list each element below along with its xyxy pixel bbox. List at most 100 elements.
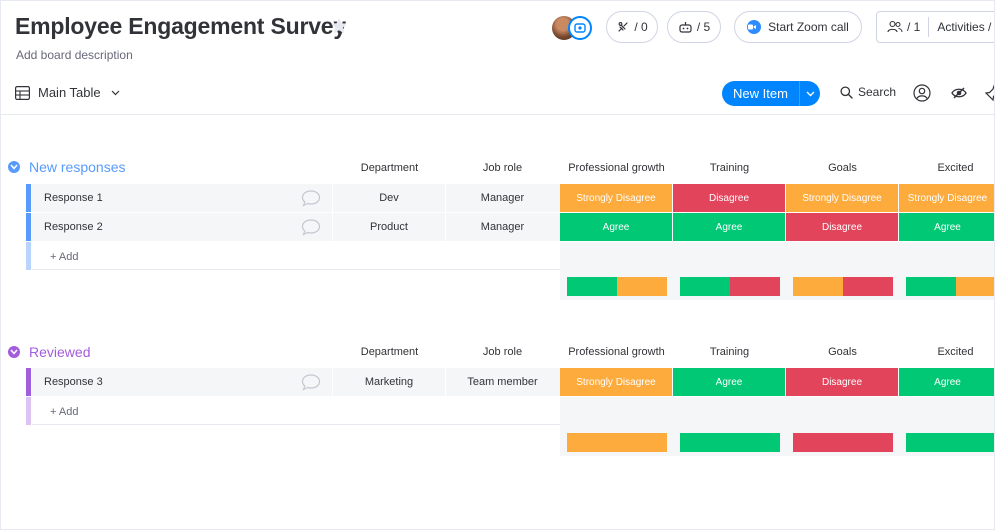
item-name[interactable]: Response 3 bbox=[44, 376, 103, 388]
column-header-professional-growth[interactable]: Professional growth bbox=[568, 162, 665, 174]
main-table-view-selector[interactable]: Main Table bbox=[15, 85, 128, 100]
comment-bubble-icon[interactable] bbox=[301, 218, 321, 236]
group-color-strip bbox=[26, 368, 31, 396]
department-cell[interactable]: Marketing bbox=[364, 376, 414, 388]
cell-divider bbox=[332, 368, 333, 396]
summary-segment-agree bbox=[906, 433, 994, 452]
guest-avatar[interactable] bbox=[568, 16, 592, 40]
search-label: Search bbox=[858, 85, 897, 99]
summary-bar-goals[interactable] bbox=[793, 277, 893, 296]
chevron-down-icon[interactable] bbox=[111, 90, 120, 96]
summary-segment-strongly-disagree bbox=[617, 277, 667, 296]
summary-bar-goals[interactable] bbox=[793, 433, 893, 452]
status-cell-goals[interactable]: Disagree bbox=[786, 213, 898, 241]
person-filter-icon[interactable] bbox=[913, 84, 931, 102]
zoom-icon bbox=[747, 20, 762, 34]
column-header-department[interactable]: Department bbox=[360, 346, 419, 358]
add-item-row[interactable] bbox=[32, 242, 560, 270]
robot-icon bbox=[679, 22, 692, 33]
column-header-training[interactable]: Training bbox=[709, 346, 750, 358]
board-description[interactable]: Add board description bbox=[16, 48, 133, 62]
pill-separator bbox=[928, 17, 930, 37]
table-row[interactable] bbox=[32, 213, 560, 241]
group-color-strip bbox=[26, 184, 31, 212]
summary-segment-agree bbox=[680, 277, 730, 296]
status-cell-professional-growth[interactable]: Strongly Disagree bbox=[560, 184, 672, 212]
summary-segment-agree bbox=[906, 277, 957, 296]
status-cell-training[interactable]: Disagree bbox=[673, 184, 785, 212]
split-divider bbox=[799, 81, 800, 106]
table-row[interactable] bbox=[32, 184, 560, 212]
department-cell[interactable]: Product bbox=[370, 221, 408, 233]
board-title[interactable]: Employee Engagement Survey bbox=[15, 13, 346, 39]
summary-segment-disagree bbox=[843, 277, 893, 296]
summary-bar-training[interactable] bbox=[680, 433, 780, 452]
job-role-cell[interactable]: Manager bbox=[480, 221, 525, 233]
pin-icon[interactable] bbox=[984, 84, 995, 102]
start-zoom-call-button[interactable]: Start Zoom call bbox=[734, 11, 862, 43]
activities-label[interactable]: Activities / 0 bbox=[937, 20, 995, 34]
status-cell-training[interactable]: Agree bbox=[673, 213, 785, 241]
group-color-strip bbox=[26, 242, 31, 270]
toolbar-divider bbox=[1, 114, 994, 115]
cell-divider bbox=[445, 213, 446, 241]
favorite-star-icon[interactable] bbox=[329, 16, 349, 36]
chevron-down-icon bbox=[10, 349, 18, 355]
add-row-fill bbox=[560, 242, 994, 270]
status-cell-training[interactable]: Agree bbox=[673, 368, 785, 396]
group-color-strip bbox=[26, 397, 31, 425]
column-header-excited[interactable]: Excited bbox=[937, 346, 974, 358]
summary-bar-professional-growth[interactable] bbox=[567, 277, 667, 296]
job-role-cell[interactable]: Manager bbox=[480, 192, 525, 204]
new-item-label: New Item bbox=[733, 86, 788, 101]
item-name[interactable]: Response 1 bbox=[44, 192, 103, 204]
board-members[interactable] bbox=[552, 16, 592, 40]
column-header-job-role[interactable]: Job role bbox=[482, 162, 523, 174]
summary-bar-excited[interactable] bbox=[906, 277, 994, 296]
summary-bar-training[interactable] bbox=[680, 277, 780, 296]
status-cell-professional-growth[interactable]: Strongly Disagree bbox=[560, 368, 672, 396]
summary-segment-strongly-disagree bbox=[567, 433, 667, 452]
comment-bubble-icon[interactable] bbox=[301, 373, 321, 391]
people-activity-button[interactable]: / 1 Activities / 0 bbox=[876, 11, 995, 43]
column-header-training[interactable]: Training bbox=[709, 162, 750, 174]
table-row[interactable] bbox=[32, 368, 560, 396]
column-header-goals[interactable]: Goals bbox=[828, 346, 857, 358]
column-header-professional-growth[interactable]: Professional growth bbox=[568, 346, 665, 358]
status-cell-goals[interactable]: Strongly Disagree bbox=[786, 184, 898, 212]
search-button[interactable]: Search bbox=[840, 85, 896, 99]
column-header-department[interactable]: Department bbox=[360, 162, 419, 174]
status-cell-excited[interactable]: Agree bbox=[899, 213, 994, 241]
add-item-input[interactable]: + Add bbox=[50, 406, 79, 418]
group-collapse-toggle[interactable] bbox=[8, 346, 20, 358]
column-header-excited[interactable]: Excited bbox=[937, 162, 974, 174]
column-header-job-role[interactable]: Job role bbox=[482, 346, 523, 358]
status-cell-goals[interactable]: Disagree bbox=[786, 368, 898, 396]
new-item-button[interactable]: New Item bbox=[722, 81, 820, 106]
item-name[interactable]: Response 2 bbox=[44, 221, 103, 233]
summary-bar-excited[interactable] bbox=[906, 433, 994, 452]
summary-segment-strongly-disagree bbox=[793, 277, 843, 296]
integrations-button[interactable]: / 0 bbox=[606, 11, 658, 43]
people-icon bbox=[887, 20, 903, 33]
group-title[interactable]: Reviewed bbox=[29, 344, 91, 360]
chevron-down-icon bbox=[10, 164, 18, 170]
cell-divider bbox=[445, 184, 446, 212]
add-item-input[interactable]: + Add bbox=[50, 251, 79, 263]
comment-bubble-icon[interactable] bbox=[301, 189, 321, 207]
department-cell[interactable]: Dev bbox=[379, 192, 399, 204]
status-cell-excited[interactable]: Agree bbox=[899, 368, 994, 396]
group-title[interactable]: New responses bbox=[29, 159, 126, 175]
group-collapse-toggle[interactable] bbox=[8, 161, 20, 173]
summary-bar-professional-growth[interactable] bbox=[567, 433, 667, 452]
add-item-row[interactable] bbox=[32, 397, 560, 425]
new-item-dropdown[interactable] bbox=[800, 91, 820, 97]
cell-divider bbox=[332, 213, 333, 241]
guest-icon bbox=[574, 23, 586, 33]
status-cell-excited[interactable]: Strongly Disagree bbox=[899, 184, 994, 212]
column-header-goals[interactable]: Goals bbox=[828, 162, 857, 174]
hide-columns-icon[interactable] bbox=[950, 84, 968, 102]
job-role-cell[interactable]: Team member bbox=[467, 376, 538, 388]
automations-button[interactable]: / 5 bbox=[667, 11, 721, 43]
status-cell-professional-growth[interactable]: Agree bbox=[560, 213, 672, 241]
